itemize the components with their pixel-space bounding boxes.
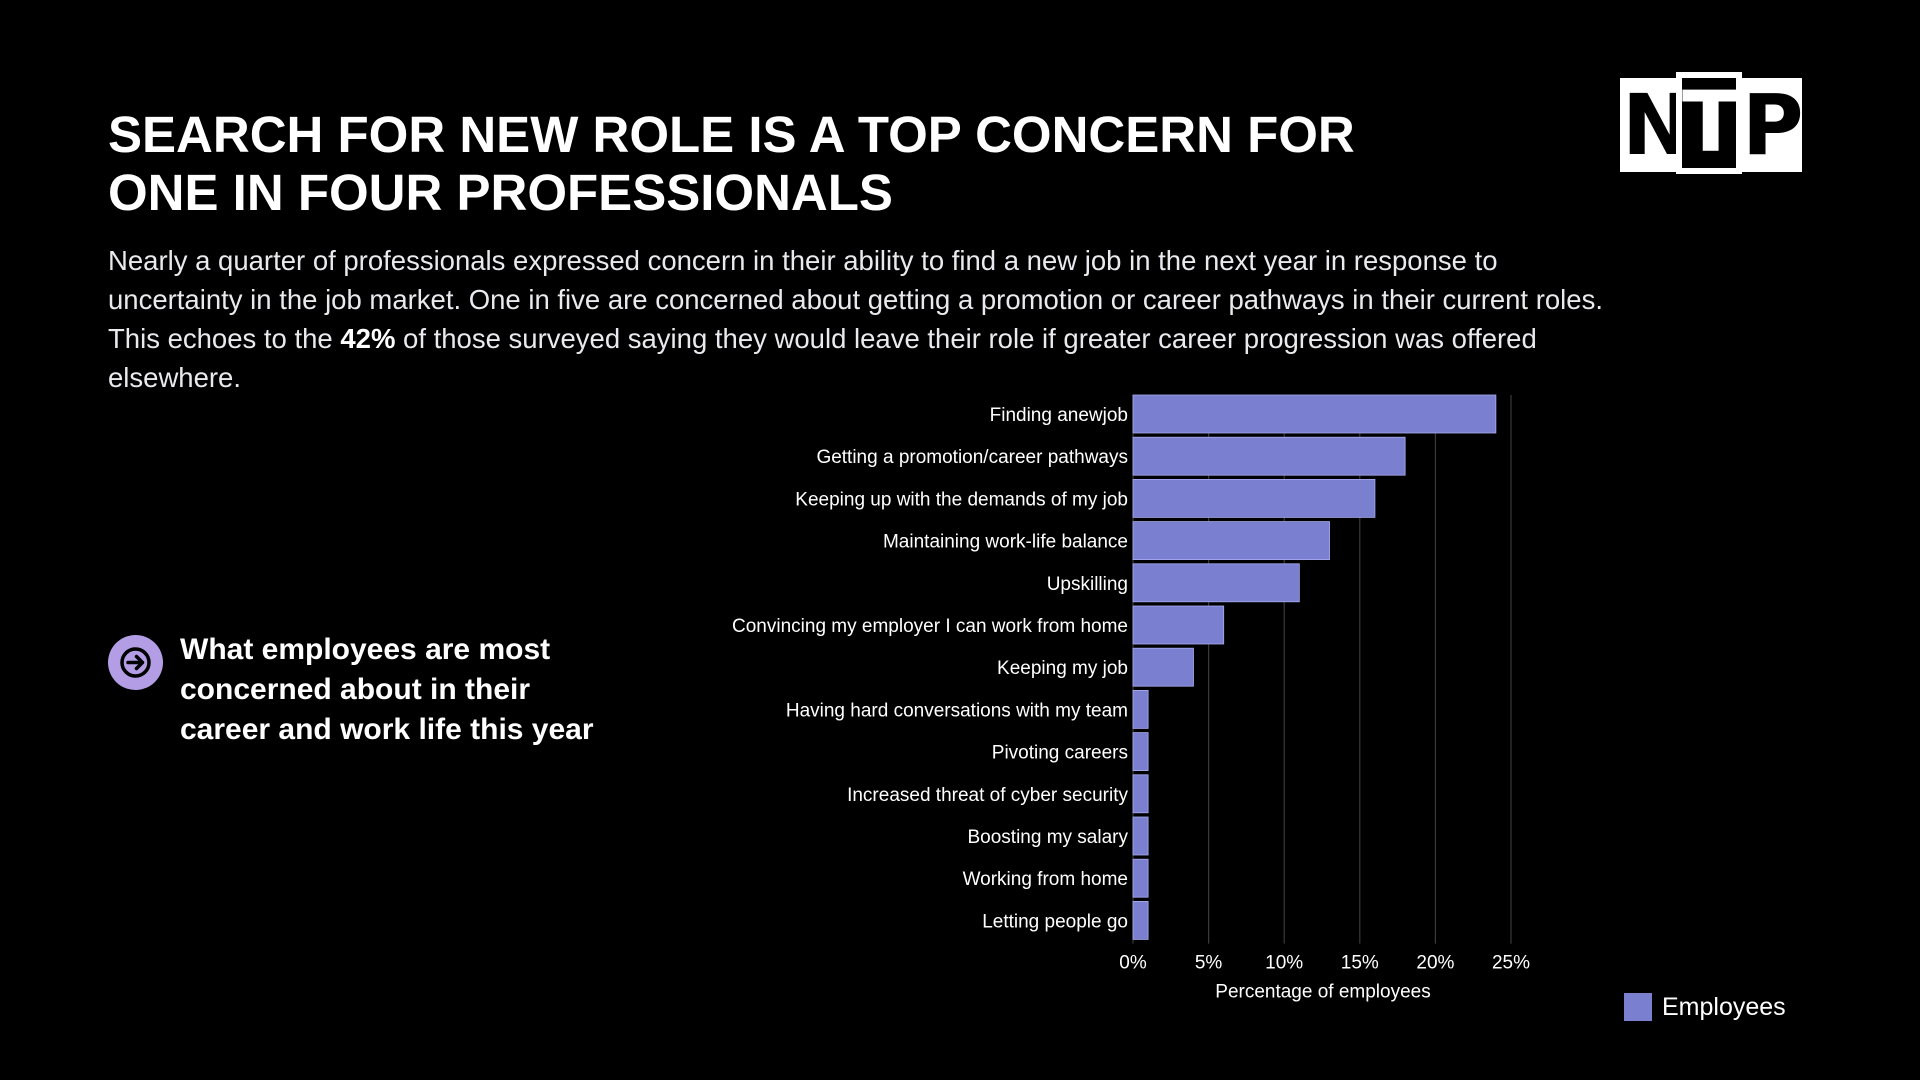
intro-paragraph: Nearly a quarter of professionals expres… [108,241,1618,397]
category-label-13: Letting people go [982,911,1128,932]
chart-x-axis: 0% 5% 10% 15% 20% 25% [1119,953,1530,974]
bar-10 [1132,774,1149,814]
category-label-6: Convincing my employer I can work from h… [732,616,1128,637]
bar-1 [1132,394,1497,434]
bar-2 [1132,436,1406,476]
category-label-2: Getting a promotion/career pathways [816,447,1128,468]
category-label-10: Increased threat of cyber security [847,785,1128,806]
bar-9 [1132,732,1149,771]
category-label-11: Boosting my salary [967,827,1128,848]
bar-4 [1132,521,1330,560]
category-label-12: Working from home [963,869,1128,890]
ntp-logo: N T P [1620,72,1804,174]
x-tick-label: 5% [1195,953,1223,974]
bar-12 [1132,858,1149,898]
x-tick-label: 25% [1492,953,1530,974]
logo-letter-p: P [1742,76,1804,174]
legend-label: Employees [1662,992,1786,1021]
category-label-1: Finding anewjob [990,405,1128,426]
callout-text: What employees are most concerned about … [180,633,594,746]
x-tick-label: 10% [1265,953,1303,974]
intro-text-part-1: Nearly a quarter of professionals expres… [108,245,1603,354]
bar-13 [1132,901,1149,940]
intro-highlight: 42% [340,323,396,354]
category-label-4: Maintaining work-life balance [883,532,1128,553]
category-label-7: Keeping my job [997,658,1128,679]
arrow-right-icon [108,635,163,690]
page-title: SEARCH FOR NEW ROLE IS A TOP CONCERN FOR… [108,106,1438,222]
x-tick-label: 15% [1341,953,1379,974]
chart-legend: Employees [1624,992,1786,1022]
bar-6 [1132,605,1225,645]
bar-5 [1132,563,1300,603]
x-tick-label: 20% [1416,953,1454,974]
page-title-line-1: SEARCH FOR NEW ROLE IS A TOP CONCERN FOR [108,106,1355,163]
category-label-9: Pivoting careers [992,743,1128,764]
bar-7 [1132,647,1194,687]
intro-text-part-2: of those surveyed saying they would leav… [108,323,1537,393]
bar-3 [1132,478,1376,518]
category-label-8: Having hard conversations with my team [786,700,1128,721]
chart-bars [1132,394,1497,940]
legend-swatch [1624,993,1652,1021]
category-label-3: Keeping up with the demands of my job [795,489,1128,510]
logo-letter-t: T [1676,72,1742,174]
x-axis-title: Percentage of employees [1215,982,1430,1003]
bar-8 [1132,690,1149,729]
x-tick-label: 0% [1119,953,1147,974]
category-label-5: Upskilling [1047,574,1128,595]
page-title-line-2: ONE IN FOUR PROFESSIONALS [108,164,893,221]
chart-category-labels: Finding anewjob Getting a promotion/caree… [732,405,1128,932]
bar-11 [1132,816,1149,856]
